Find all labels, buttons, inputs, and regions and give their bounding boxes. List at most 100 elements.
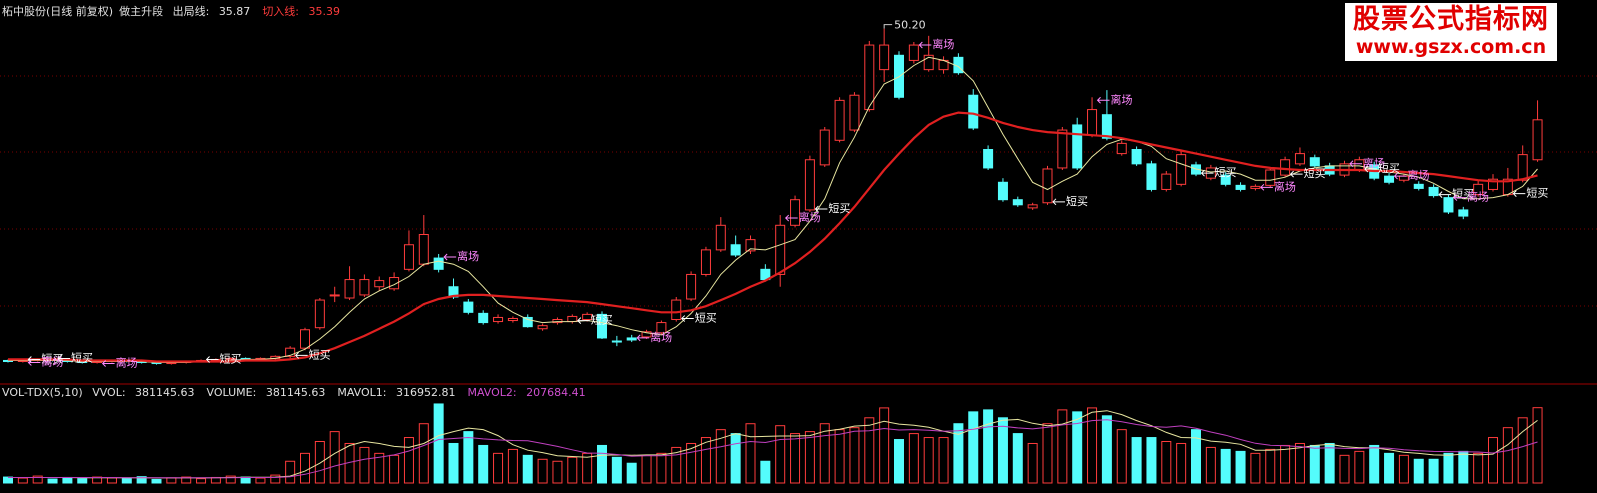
candle-body bbox=[864, 44, 875, 111]
volume-bar bbox=[47, 478, 58, 484]
volume-bar bbox=[730, 433, 741, 484]
signal-label: 离场 bbox=[457, 249, 479, 263]
volume-bar bbox=[1042, 423, 1053, 484]
signal-label: 离场 bbox=[1363, 156, 1385, 170]
candle-body bbox=[656, 322, 667, 334]
candle-body bbox=[1458, 209, 1469, 217]
volume-bar bbox=[686, 442, 697, 484]
volume-bar bbox=[1265, 448, 1276, 484]
volume-bar bbox=[507, 448, 518, 484]
signal-arrow bbox=[1349, 160, 1362, 168]
volume-bar bbox=[418, 423, 429, 484]
candle-body bbox=[507, 317, 518, 322]
volume-bar bbox=[834, 429, 845, 484]
signal-arrow bbox=[27, 356, 41, 363]
readout: VVOL: 381145.63 bbox=[92, 386, 200, 399]
readout-name: MAVOL2: bbox=[467, 386, 517, 399]
signal-arrow bbox=[1260, 183, 1273, 191]
signal-arrow bbox=[27, 359, 41, 366]
volume-bar bbox=[151, 478, 162, 484]
volume-bar bbox=[1205, 446, 1216, 484]
candle-body bbox=[686, 273, 697, 300]
volume-bar bbox=[17, 477, 28, 484]
candle-body bbox=[285, 347, 296, 357]
volume-bar bbox=[1517, 417, 1528, 484]
stock-title: 柘中股份(日线 前复权) bbox=[2, 5, 114, 18]
candle-body bbox=[597, 313, 607, 339]
volume-bar bbox=[329, 431, 340, 484]
candle-body bbox=[879, 44, 890, 71]
volume-bar bbox=[359, 446, 370, 484]
readout: VOLUME: 381145.63 bbox=[207, 386, 332, 399]
candle-body bbox=[1146, 163, 1157, 190]
candle-body bbox=[463, 301, 474, 313]
volume-bar bbox=[1116, 429, 1127, 484]
signal-label: 短买 bbox=[1378, 161, 1400, 175]
candle-body bbox=[1087, 109, 1098, 136]
signal-arrow bbox=[918, 41, 932, 49]
signal-label: 离场 bbox=[116, 355, 138, 369]
signal-label: 离场 bbox=[41, 354, 63, 368]
price-header: 柘中股份(日线 前复权) 做主升段 出局线: 35.87 切入线: 35.39 bbox=[2, 3, 352, 19]
candle-body bbox=[1057, 129, 1068, 169]
volume-bar bbox=[879, 407, 890, 484]
volume-bar bbox=[552, 460, 563, 484]
candle-body bbox=[1443, 197, 1454, 213]
signal-label: 离场 bbox=[1408, 168, 1430, 182]
volume-bar bbox=[121, 477, 132, 484]
volume-bar bbox=[1012, 433, 1023, 484]
volume-bar bbox=[745, 423, 756, 484]
candle-body bbox=[1250, 185, 1261, 189]
watermark: 股票公式指标网 www.gszx.com.cn bbox=[1345, 3, 1557, 61]
volume-bar bbox=[997, 417, 1008, 484]
volume-bar bbox=[953, 423, 964, 484]
readout: MAVOL1: 316952.81 bbox=[337, 386, 461, 399]
volume-bar bbox=[314, 441, 325, 484]
candle-body bbox=[1294, 153, 1305, 165]
volume-bar bbox=[106, 477, 117, 484]
signal-label: 离场 bbox=[799, 210, 821, 224]
signal-label: 短买 bbox=[695, 311, 717, 325]
volume-bar bbox=[1354, 450, 1365, 484]
volume-bar bbox=[938, 437, 949, 484]
candle-body bbox=[1072, 124, 1083, 169]
candle-body bbox=[715, 224, 726, 251]
candle-body bbox=[923, 54, 934, 71]
candle-body bbox=[1116, 142, 1127, 155]
volume-bar bbox=[1235, 450, 1246, 484]
readout-name: 切入线: bbox=[262, 5, 300, 18]
volume-bar bbox=[1176, 442, 1187, 484]
volume-bar bbox=[923, 437, 934, 484]
candle-body bbox=[478, 312, 489, 324]
candle-body bbox=[329, 294, 340, 297]
volume-title: VOL-TDX(5,10) bbox=[2, 386, 83, 399]
candle-body bbox=[314, 299, 325, 329]
signal-arrow bbox=[1438, 191, 1452, 198]
volume-bar bbox=[700, 437, 711, 484]
volume-bar bbox=[270, 474, 281, 484]
candle-body bbox=[1176, 154, 1187, 185]
signal-label: 短买 bbox=[1526, 186, 1548, 200]
volume-bar bbox=[1131, 437, 1142, 484]
signal-arrow bbox=[1512, 190, 1526, 197]
volume-bar bbox=[77, 478, 88, 484]
candle-body bbox=[522, 316, 533, 328]
volume-bar bbox=[567, 456, 578, 484]
candle-body bbox=[1428, 186, 1439, 197]
signal-label: 离场 bbox=[1467, 190, 1489, 204]
signal-arrow bbox=[784, 214, 798, 222]
candle-body bbox=[1309, 157, 1320, 167]
volume-bar bbox=[522, 454, 533, 484]
readout-value: 381145.63 bbox=[135, 386, 195, 399]
volume-bar bbox=[1087, 407, 1098, 484]
candle-body bbox=[1517, 154, 1528, 181]
volume-bar bbox=[864, 417, 875, 484]
candle-body bbox=[1042, 168, 1053, 204]
candle-body bbox=[1161, 173, 1172, 190]
volume-bar bbox=[968, 411, 979, 484]
candle-body bbox=[908, 44, 919, 61]
volume-bar bbox=[196, 478, 207, 484]
signal-arrow bbox=[1052, 198, 1065, 206]
volume-bar bbox=[1280, 444, 1291, 484]
readout-name: 出局线: bbox=[172, 5, 210, 18]
